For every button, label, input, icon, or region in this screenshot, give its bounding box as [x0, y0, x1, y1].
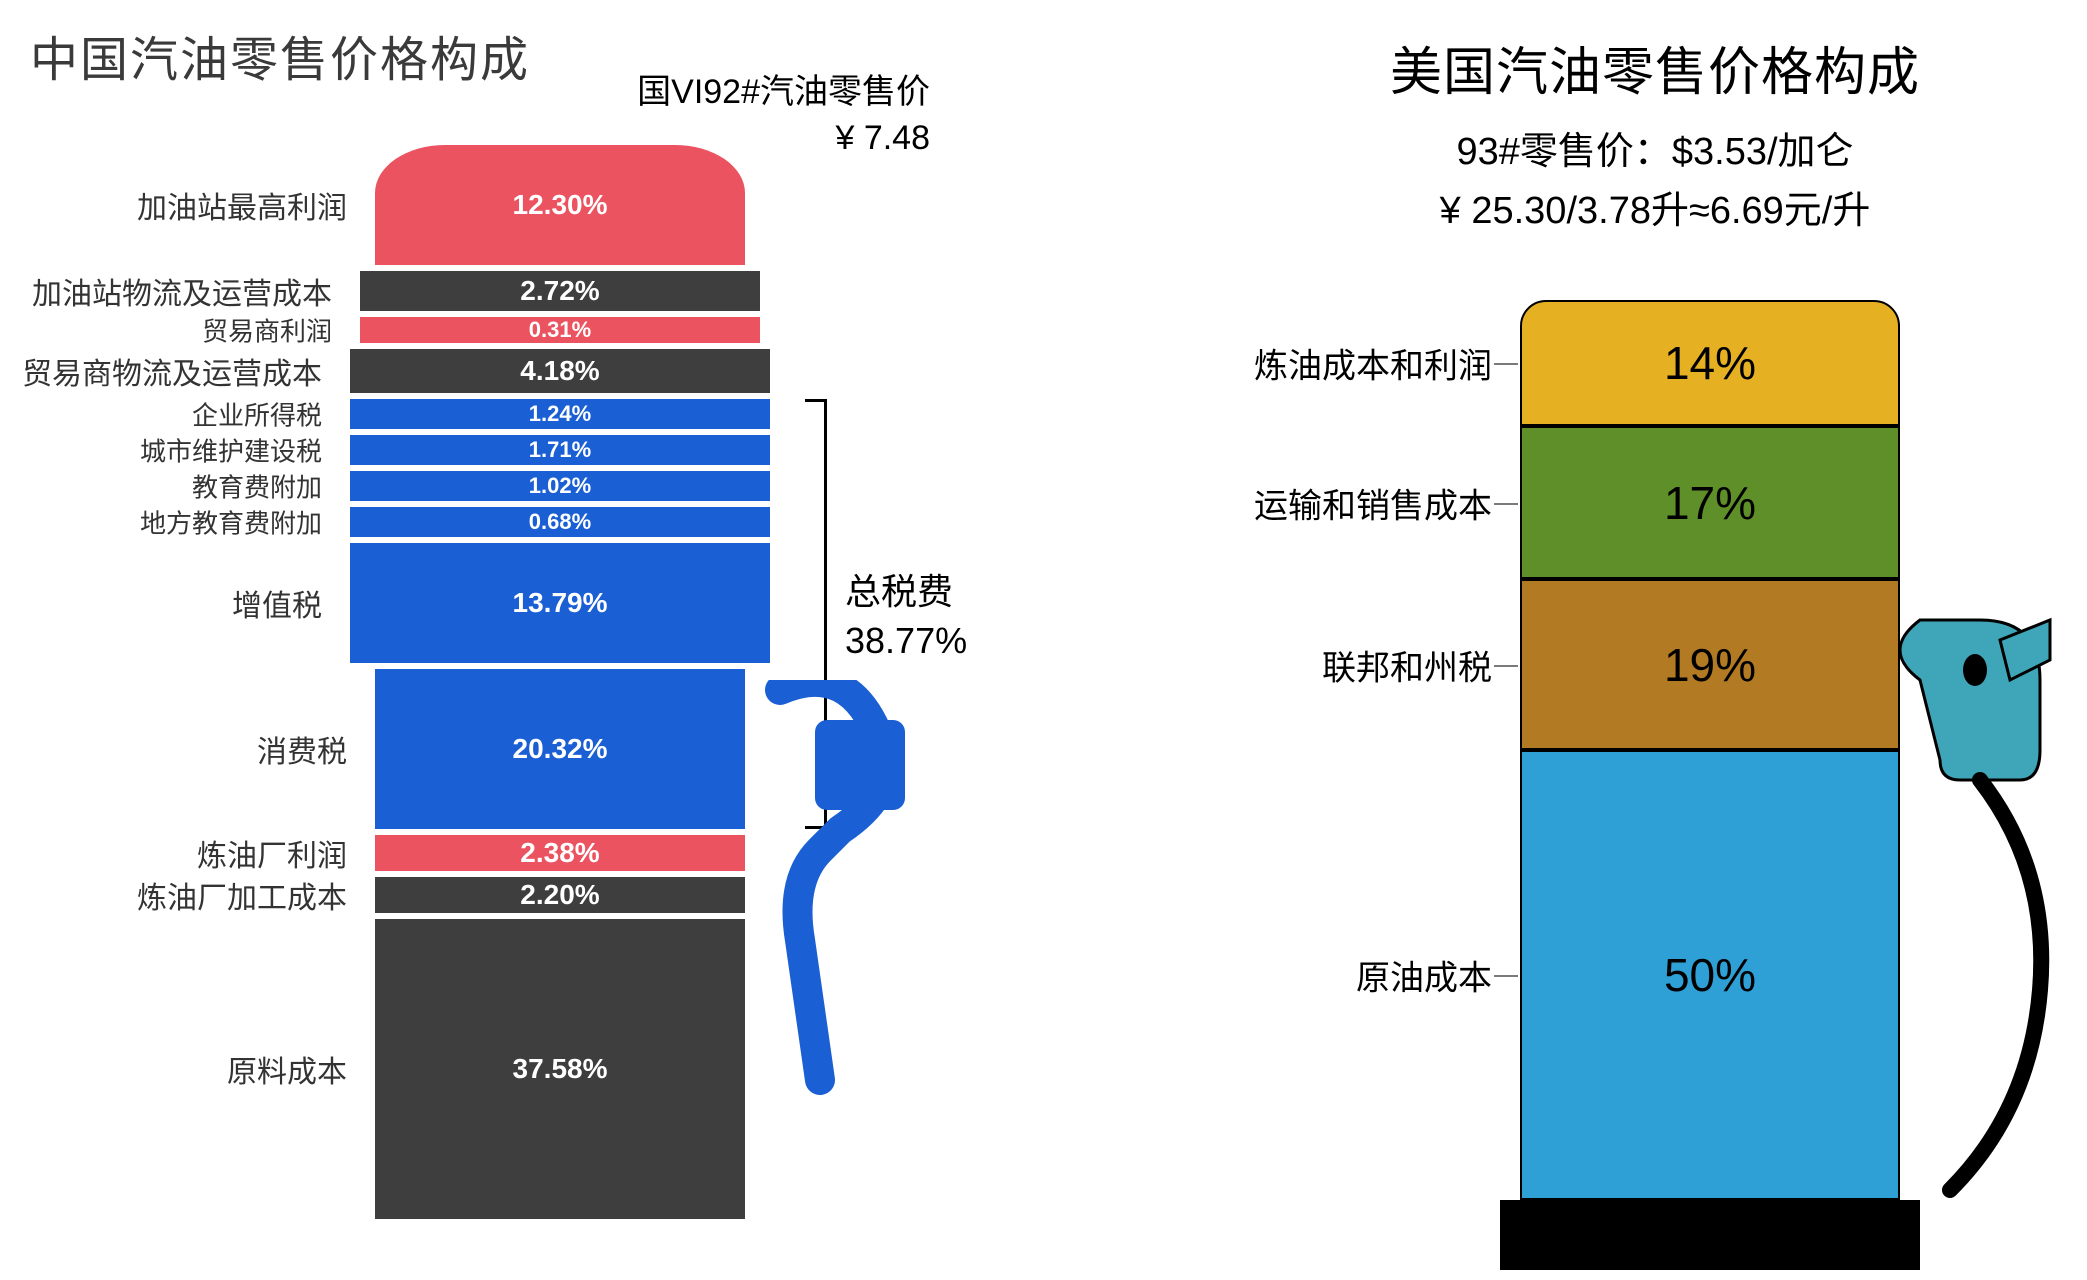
- china-segment: 20.32%消费税: [375, 669, 745, 829]
- china-segment-label: 城市维护建设税: [140, 432, 322, 469]
- china-segment-value: 2.72%: [520, 275, 599, 307]
- china-segment-value: 1.02%: [529, 473, 591, 499]
- china-segment-label: 增值税: [232, 581, 322, 625]
- us-segment-label: 原油成本: [1356, 951, 1492, 1000]
- china-segment-label: 原料成本: [227, 1047, 347, 1091]
- us-segment: 19%联邦和州税: [1520, 579, 1900, 750]
- china-segment: 1.24%企业所得税: [350, 399, 770, 429]
- us-subtitle-line2: ¥ 25.30/3.78升≈6.69元/升: [1280, 182, 2030, 241]
- china-segment: 2.72%加油站物流及运营成本: [360, 271, 760, 311]
- china-segment-label: 加油站物流及运营成本: [32, 269, 332, 313]
- us-label-connector: [1494, 665, 1518, 667]
- us-panel: 美国汽油零售价格构成 93#零售价：$3.53/加仑 ¥ 25.30/3.78升…: [1280, 30, 2030, 241]
- us-segment-value: 14%: [1664, 336, 1756, 390]
- us-segment: 17%运输和销售成本: [1520, 426, 1900, 579]
- us-segment-label: 炼油成本和利润: [1254, 339, 1492, 388]
- us-pump-chart: 14%炼油成本和利润17%运输和销售成本19%联邦和州税50%原油成本: [1520, 300, 1900, 1200]
- us-segment-value: 50%: [1664, 948, 1756, 1002]
- china-tax-label-l2: 38.77%: [845, 617, 967, 666]
- china-segment-value: 13.79%: [513, 587, 608, 619]
- china-segment-label: 加油站最高利润: [137, 183, 347, 227]
- china-segment: 2.38%炼油厂利润: [375, 835, 745, 871]
- china-tax-label-l1: 总税费: [845, 568, 967, 617]
- china-segment-value: 4.18%: [520, 355, 599, 387]
- china-segment-label: 贸易商物流及运营成本: [22, 349, 322, 393]
- china-segment: 12.30%加油站最高利润: [375, 145, 745, 265]
- china-segment-value: 12.30%: [513, 189, 608, 221]
- us-label-connector: [1494, 363, 1518, 365]
- china-segment-value: 20.32%: [513, 733, 608, 765]
- us-segment-label: 联邦和州税: [1322, 640, 1492, 689]
- china-subtitle-line1: 国VI92#汽油零售价: [530, 70, 930, 116]
- china-pump-chart: 12.30%加油站最高利润2.72%加油站物流及运营成本0.31%贸易商利润4.…: [375, 145, 875, 1225]
- china-segment-label: 贸易商利润: [202, 312, 332, 349]
- china-segment-value: 1.24%: [529, 401, 591, 427]
- china-segment: 1.71%城市维护建设税: [350, 435, 770, 465]
- china-segment: 1.02%教育费附加: [350, 471, 770, 501]
- china-segment-value: 37.58%: [513, 1053, 608, 1085]
- us-label-connector: [1494, 975, 1518, 977]
- us-subtitle-line1: 93#零售价：$3.53/加仑: [1280, 123, 2030, 182]
- us-pump-nozzle-icon: [1890, 610, 2070, 1230]
- china-segment-label: 企业所得税: [192, 396, 322, 433]
- us-pump-base: [1500, 1200, 1920, 1270]
- us-segment-label: 运输和销售成本: [1254, 478, 1492, 527]
- china-segment: 37.58%原料成本: [375, 919, 745, 1219]
- china-segment: 0.68%地方教育费附加: [350, 507, 770, 537]
- china-segment-value: 2.38%: [520, 837, 599, 869]
- china-segment-label: 炼油厂加工成本: [137, 873, 347, 917]
- china-segment-label: 炼油厂利润: [197, 831, 347, 875]
- us-segment-value: 17%: [1664, 476, 1756, 530]
- china-tax-bracket-label: 总税费38.77%: [845, 568, 967, 665]
- china-segment: 13.79%增值税: [350, 543, 770, 663]
- us-label-connector: [1494, 503, 1518, 505]
- us-segment-value: 19%: [1664, 638, 1756, 692]
- china-segment-value: 0.68%: [529, 509, 591, 535]
- us-segment: 50%原油成本: [1520, 750, 1900, 1200]
- us-segment: 14%炼油成本和利润: [1520, 300, 1900, 426]
- china-segment: 4.18%贸易商物流及运营成本: [350, 349, 770, 393]
- china-tax-bracket: [805, 399, 827, 829]
- china-segment: 0.31%贸易商利润: [360, 317, 760, 343]
- china-segment-value: 1.71%: [529, 437, 591, 463]
- china-segment-value: 0.31%: [529, 317, 591, 343]
- china-segment: 2.20%炼油厂加工成本: [375, 877, 745, 913]
- us-title: 美国汽油零售价格构成: [1280, 30, 2030, 105]
- china-segment-label: 地方教育费附加: [140, 504, 322, 541]
- china-segment-value: 2.20%: [520, 879, 599, 911]
- china-segment-label: 消费税: [257, 727, 347, 771]
- china-segment-label: 教育费附加: [192, 468, 322, 505]
